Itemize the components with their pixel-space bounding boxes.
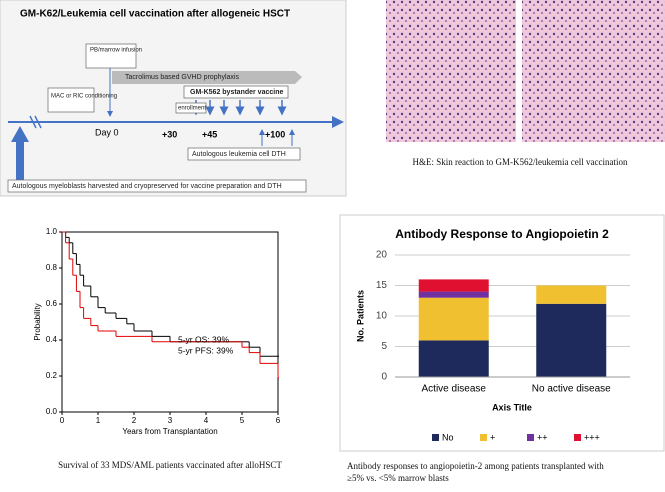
label: Tacrolimus based GVHD prophylaxis bbox=[125, 74, 239, 81]
big-arrow bbox=[11, 126, 29, 180]
y-tick-label: 1.0 bbox=[46, 227, 58, 236]
label: GM-K562 bystander vaccine bbox=[190, 89, 283, 96]
x-tick-label: 4 bbox=[204, 416, 209, 425]
break bbox=[34, 115, 42, 129]
label: MAC or RIC conditioning bbox=[51, 94, 117, 100]
y-axis-label: No. Patients bbox=[355, 290, 365, 342]
diagram-title: GM-K62/Leukemia cell vaccination after a… bbox=[20, 9, 290, 20]
y-tick-label: 0 bbox=[381, 372, 387, 383]
bar-segment bbox=[536, 303, 607, 377]
legend-label: +++ bbox=[584, 432, 600, 442]
box bbox=[85, 43, 137, 69]
legend-swatch bbox=[480, 434, 487, 441]
chart-caption: ≥5% vs. <5% marrow blasts bbox=[347, 473, 449, 483]
annotation: 5-yr PFS: 39% bbox=[178, 345, 234, 355]
x-tick-label: 2 bbox=[132, 416, 137, 425]
bar-chart: Antibody Response to Angiopoietin 2 0 5 10 1… bbox=[339, 214, 665, 483]
bar-segment bbox=[418, 340, 489, 377]
bar-segment bbox=[536, 285, 607, 304]
bar-segment bbox=[418, 279, 489, 292]
km-chart: 0.0 0.2 0.4 0.6 0.8 1.0 0 1 2 3 4 5 6 Probability Year… bbox=[33, 227, 282, 470]
label: Day 0 bbox=[95, 127, 119, 137]
y-tick-label: 15 bbox=[376, 280, 388, 291]
plot-frame bbox=[61, 231, 279, 413]
annotation: 5-yr OS: 39% bbox=[178, 334, 229, 344]
y-tick-label: 20 bbox=[376, 250, 388, 261]
prophylaxis-bar bbox=[112, 71, 302, 84]
histology-image bbox=[522, 0, 665, 142]
x-tick-label: 1 bbox=[96, 416, 101, 425]
x-tick-label: 0 bbox=[60, 416, 65, 425]
chart-caption: Survival of 33 MDS/AML patients vaccinat… bbox=[58, 460, 282, 470]
y-axis-label: Probability bbox=[33, 303, 42, 340]
y-tick-label: 0.6 bbox=[46, 299, 58, 308]
chart-title: Antibody Response to Angiopoietin 2 bbox=[395, 227, 609, 241]
label: +30 bbox=[162, 129, 177, 139]
box bbox=[187, 147, 301, 161]
box bbox=[175, 102, 207, 114]
y-tick-label: 0.2 bbox=[46, 371, 58, 380]
break bbox=[29, 115, 37, 129]
label: +45 bbox=[202, 129, 217, 139]
legend-swatch bbox=[527, 434, 534, 441]
y-tick-label: 0.0 bbox=[46, 407, 58, 416]
box bbox=[7, 179, 307, 193]
x-tick-label: No active disease bbox=[532, 384, 611, 395]
label: Autologous leukemia cell DTH bbox=[192, 151, 286, 158]
box bbox=[183, 85, 289, 99]
histology-image bbox=[386, 0, 516, 142]
x-tick-label: 3 bbox=[168, 416, 173, 425]
label: PB/marrow infusion bbox=[90, 48, 142, 54]
legend-label: No bbox=[442, 432, 454, 442]
bar-segment bbox=[418, 291, 489, 298]
y-tick-label: 0.8 bbox=[46, 263, 58, 272]
x-axis-label: Axis Title bbox=[492, 402, 532, 412]
label: Autologous myeloblasts harvested and cry… bbox=[12, 183, 282, 190]
label: +100 bbox=[265, 129, 285, 139]
panel bbox=[339, 214, 665, 452]
x-axis-label: Years from Transplantation bbox=[122, 427, 217, 436]
timeline-diagram: GM-K62/Leukemia cell vaccination after a… bbox=[0, 0, 347, 197]
y-tick-label: 5 bbox=[381, 341, 387, 352]
x-tick-label: Active disease bbox=[422, 384, 487, 395]
chart-caption: Antibody responses to angiopoietin-2 amo… bbox=[347, 461, 604, 471]
legend-label: ++ bbox=[537, 432, 548, 442]
legend-swatch bbox=[574, 434, 581, 441]
legend-label: + bbox=[490, 432, 495, 442]
bar-segment bbox=[418, 297, 489, 341]
box bbox=[47, 87, 95, 113]
image-caption: H&E: Skin reaction to GM-K562/leukemia c… bbox=[413, 157, 628, 167]
x-tick-label: 6 bbox=[276, 416, 281, 425]
y-tick-label: 0.4 bbox=[46, 335, 58, 344]
y-tick-label: 10 bbox=[376, 311, 388, 322]
x-tick-label: 5 bbox=[240, 416, 245, 425]
legend-swatch bbox=[432, 434, 439, 441]
label: enrollment bbox=[178, 106, 206, 112]
